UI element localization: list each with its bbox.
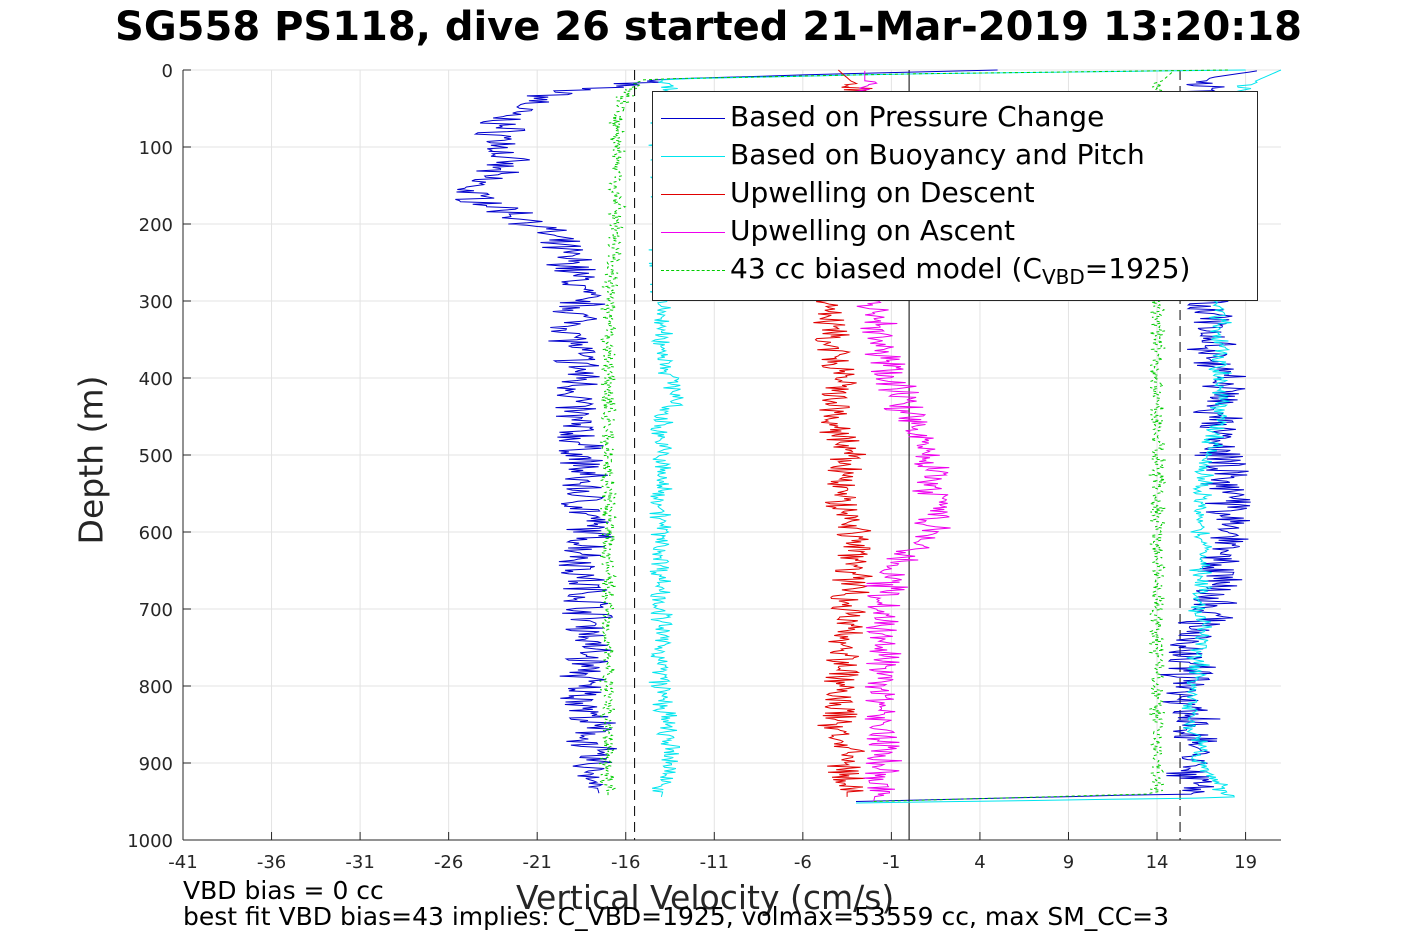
legend-item-pressure: Based on Pressure Change: [653, 96, 1257, 134]
x-tick-label: -1: [882, 852, 900, 873]
y-tick-label: 300: [139, 292, 173, 313]
legend-label-buoyancy: Based on Buoyancy and Pitch: [730, 138, 1145, 171]
legend-item-model: 43 cc biased model (CVBD=1925): [653, 248, 1257, 289]
legend-item-ascent: Upwelling on Ascent: [653, 210, 1257, 248]
x-tick-label: -36: [257, 852, 286, 873]
legend-label-ascent: Upwelling on Ascent: [730, 214, 1016, 247]
y-tick-label: 500: [139, 446, 173, 467]
x-tick-label: -16: [611, 852, 640, 873]
y-tick-label: 700: [139, 600, 173, 621]
legend-label-model: 43 cc biased model (CVBD=1925): [730, 252, 1190, 289]
y-tick-label: 0: [162, 61, 173, 82]
y-tick-label: 800: [139, 677, 173, 698]
x-tick-label: -6: [794, 852, 812, 873]
legend-item-descent: Upwelling on Descent: [653, 172, 1257, 210]
x-tick-label: 9: [1063, 852, 1074, 873]
y-tick-label: 900: [139, 754, 173, 775]
legend-line-buoyancy: [661, 156, 725, 157]
x-tick-label: -41: [168, 852, 197, 873]
y-tick-label: 100: [139, 138, 173, 159]
chart-legend: Based on Pressure Change Based on Buoyan…: [652, 91, 1258, 301]
x-tick-label: 4: [974, 852, 985, 873]
legend-label-model-sub: VBD: [1041, 265, 1085, 289]
legend-line-pressure: [661, 118, 725, 119]
y-tick-label: 600: [139, 523, 173, 544]
legend-label-model-main: 43 cc biased model (C: [730, 252, 1042, 285]
legend-label-pressure: Based on Pressure Change: [730, 100, 1105, 133]
x-tick-label: -31: [345, 852, 374, 873]
legend-line-ascent: [661, 232, 725, 233]
y-tick-label: 200: [139, 215, 173, 236]
y-axis-label: Depth (m): [71, 375, 111, 545]
legend-line-model: [661, 270, 725, 271]
legend-item-buoyancy: Based on Buoyancy and Pitch: [653, 134, 1257, 172]
y-tick-label: 400: [139, 369, 173, 390]
footer-vbd-bias: VBD bias = 0 cc: [183, 876, 384, 905]
series-43-cc-biased-model-c-vbd-1925-ascent: [873, 70, 1175, 802]
legend-label-descent: Upwelling on Descent: [730, 176, 1035, 209]
chart-title: SG558 PS118, dive 26 started 21-Mar-2019…: [115, 4, 1302, 50]
x-tick-label: -11: [700, 852, 729, 873]
x-axis-label: Vertical Velocity (cm/s): [516, 878, 895, 917]
legend-label-model-end: =1925): [1084, 252, 1191, 285]
footer-best-fit: best fit VBD bias=43 implies: C_VBD=1925…: [183, 902, 1170, 931]
series-based-on-pressure-change-descent: [455, 69, 998, 794]
x-tick-label: -21: [522, 852, 551, 873]
legend-line-descent: [661, 194, 725, 195]
x-tick-label: 14: [1146, 852, 1169, 873]
x-tick-label: -26: [434, 852, 463, 873]
x-tick-label: 19: [1234, 852, 1257, 873]
y-tick-label: 1000: [127, 831, 173, 852]
series-43-cc-biased-model-c-vbd-1925-descent: [597, 69, 1228, 797]
